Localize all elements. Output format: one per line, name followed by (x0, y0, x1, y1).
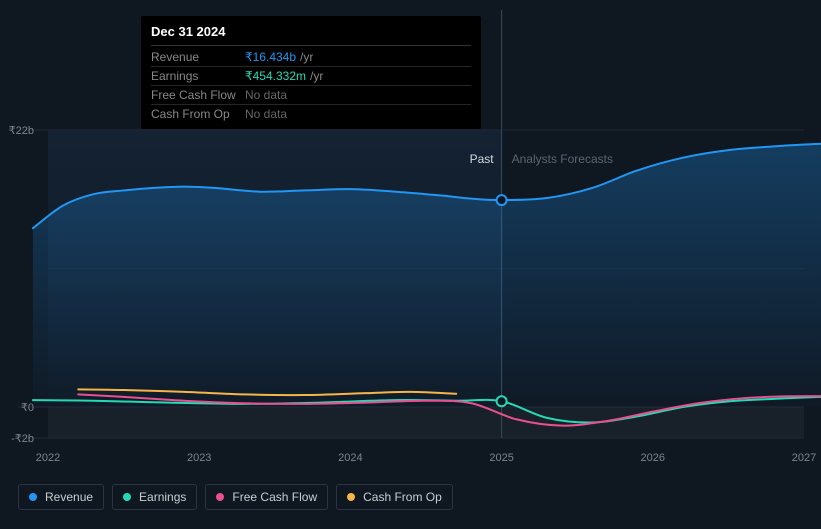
legend-item-cash-from-op[interactable]: Cash From Op (336, 484, 453, 510)
tooltip-row-label: Cash From Op (151, 107, 245, 121)
svg-text:2022: 2022 (36, 452, 60, 464)
past-label: Past (470, 152, 494, 166)
tooltip-row-label: Free Cash Flow (151, 88, 245, 102)
svg-text:2025: 2025 (489, 452, 513, 464)
tooltip-row-value: ₹16.434b (245, 50, 296, 64)
legend-dot-icon (29, 493, 37, 501)
tooltip-row-label: Revenue (151, 50, 245, 64)
forecast-label: Analysts Forecasts (512, 152, 613, 166)
legend-item-free-cash-flow[interactable]: Free Cash Flow (205, 484, 328, 510)
svg-text:2024: 2024 (338, 452, 362, 464)
tooltip-row: Earnings₹454.332m/yr (151, 67, 471, 86)
svg-text:2027: 2027 (792, 452, 816, 464)
svg-text:-₹2b: -₹2b (11, 433, 34, 445)
tooltip-row-unit: /yr (300, 50, 313, 64)
tooltip-row-unit: /yr (310, 69, 323, 83)
svg-text:2026: 2026 (641, 452, 665, 464)
tooltip-row: Revenue₹16.434b/yr (151, 48, 471, 67)
tooltip-row: Cash From OpNo data (151, 105, 471, 123)
tooltip-row-nodata: No data (245, 88, 287, 102)
svg-text:₹0: ₹0 (21, 402, 34, 414)
hover-tooltip: Dec 31 2024 Revenue₹16.434b/yrEarnings₹4… (141, 16, 481, 129)
legend-item-label: Cash From Op (363, 490, 442, 504)
financials-chart[interactable]: -₹2b ₹0 ₹22b 2022 2023 2024 2025 2026 2027 Past … (0, 0, 821, 524)
svg-text:2023: 2023 (187, 452, 211, 464)
legend-dot-icon (123, 493, 131, 501)
legend-item-label: Free Cash Flow (232, 490, 317, 504)
legend-item-earnings[interactable]: Earnings (112, 484, 197, 510)
past-forecast-labels: Past Analysts Forecasts (470, 152, 613, 166)
legend-dot-icon (347, 493, 355, 501)
svg-text:₹22b: ₹22b (9, 125, 34, 137)
legend-item-label: Earnings (139, 490, 186, 504)
tooltip-row-nodata: No data (245, 107, 287, 121)
tooltip-row-value: ₹454.332m (245, 69, 306, 83)
legend-dot-icon (216, 493, 224, 501)
tooltip-row-label: Earnings (151, 69, 245, 83)
tooltip-row: Free Cash FlowNo data (151, 86, 471, 105)
tooltip-date: Dec 31 2024 (151, 24, 471, 46)
legend-item-label: Revenue (45, 490, 93, 504)
legend-item-revenue[interactable]: Revenue (18, 484, 104, 510)
legend: Revenue Earnings Free Cash Flow Cash From O… (18, 484, 453, 510)
